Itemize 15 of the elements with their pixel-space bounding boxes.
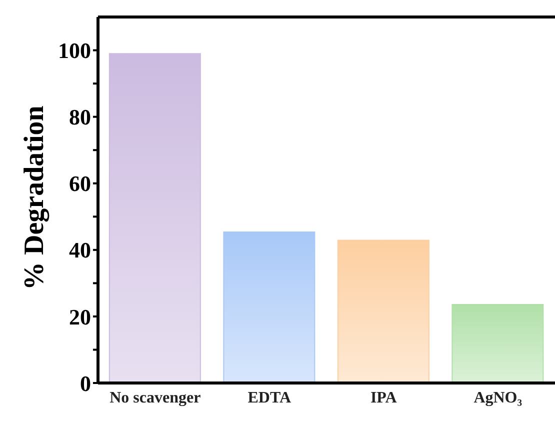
- y-tick-label: 60: [69, 171, 91, 196]
- y-tick-label: 40: [69, 238, 91, 263]
- x-tick-label: IPA: [370, 389, 398, 406]
- y-tick-label: 80: [69, 104, 91, 130]
- bar: [337, 240, 430, 383]
- x-tick-label: EDTA: [248, 389, 292, 406]
- y-axis-title: % Degradation: [18, 105, 50, 290]
- y-tick-label: 20: [69, 304, 91, 330]
- x-tick-label: No scavenger: [110, 389, 201, 406]
- y-tick-label: 0: [80, 370, 91, 396]
- y-tick-label: 100: [58, 38, 91, 64]
- bar: [452, 304, 544, 383]
- x-tick-label: AgNO₃: [474, 389, 522, 406]
- bar: [223, 231, 316, 383]
- bar: [108, 53, 201, 383]
